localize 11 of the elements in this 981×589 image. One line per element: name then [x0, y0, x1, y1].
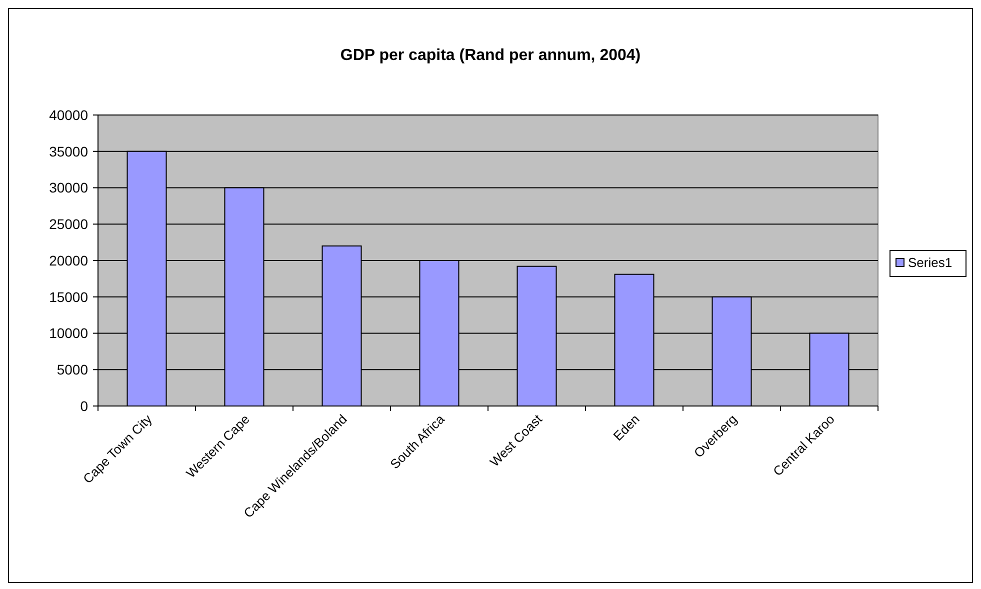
- y-tick-label: 25000: [49, 216, 88, 232]
- y-tick-label: 35000: [49, 143, 88, 160]
- y-tick-label: 20000: [49, 252, 88, 268]
- y-tick-label: 40000: [49, 106, 88, 123]
- legend-label: Series1: [908, 255, 952, 270]
- y-tick-label: 15000: [49, 288, 88, 305]
- y-tick-label: 10000: [49, 325, 88, 342]
- y-tick-label: 5000: [56, 362, 88, 378]
- chart-title: GDP per capita (Rand per annum, 2004): [340, 47, 641, 64]
- y-tick-label: 30000: [49, 180, 88, 196]
- y-tick-label: 0: [80, 398, 88, 414]
